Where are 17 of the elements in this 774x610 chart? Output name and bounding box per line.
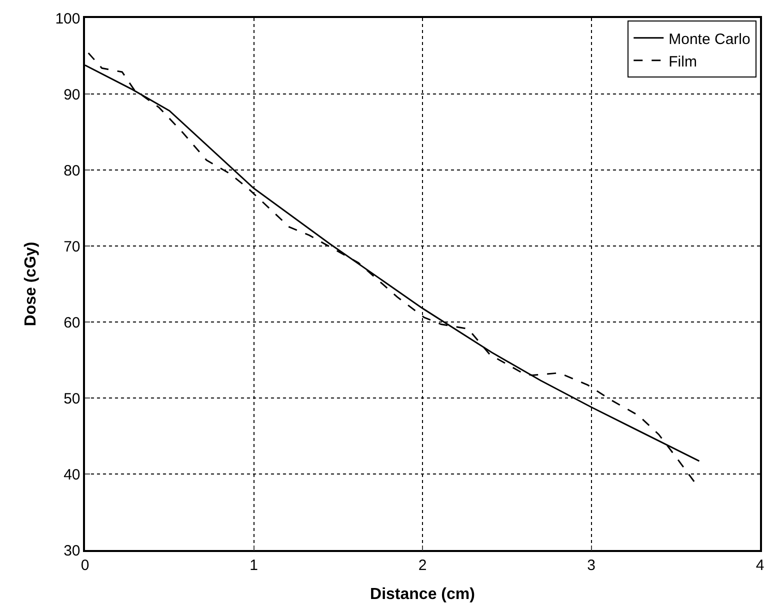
y-tick-label: 80 xyxy=(64,162,80,180)
legend-label: Film xyxy=(668,53,697,70)
x-tick-label: 1 xyxy=(250,556,258,574)
x-tick-label: 4 xyxy=(756,556,764,574)
y-tick-label: 90 xyxy=(64,86,80,104)
y-tick-label: 30 xyxy=(64,542,80,560)
x-tick-label: 3 xyxy=(587,556,596,574)
x-tick-label: 2 xyxy=(418,556,427,574)
y-axis-title: Dose (cGy) xyxy=(22,242,40,326)
legend-label: Monte Carlo xyxy=(668,30,750,48)
y-tick-label: 40 xyxy=(64,466,80,484)
y-tick-label: 60 xyxy=(64,314,80,332)
y-tick-label: 50 xyxy=(64,390,80,408)
x-tick-label: 0 xyxy=(80,556,90,574)
y-tick-label: 100 xyxy=(55,10,80,28)
y-tick-label: 70 xyxy=(64,238,80,256)
x-axis-title: Distance (cm) xyxy=(370,586,475,603)
